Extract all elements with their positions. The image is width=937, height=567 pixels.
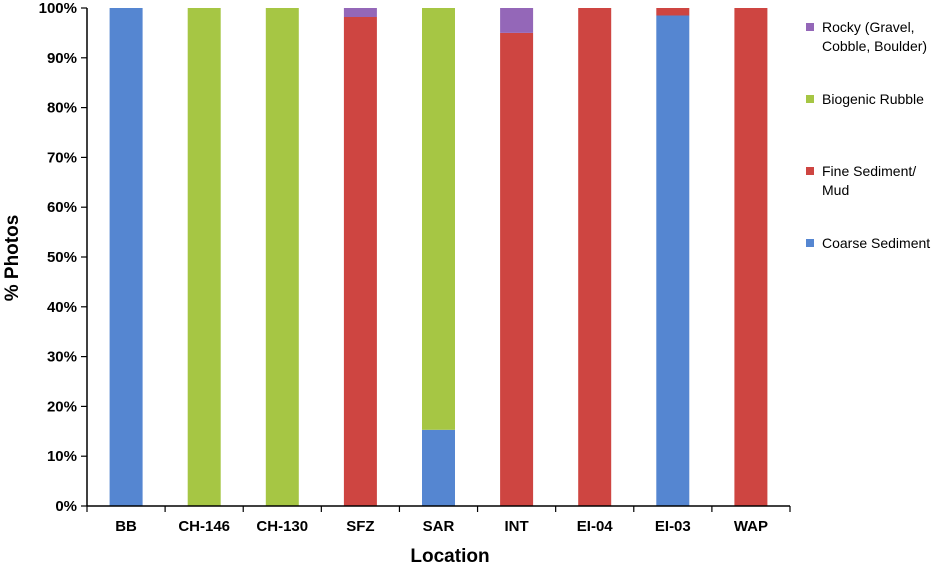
bar-segment-int-series-3 — [500, 8, 534, 33]
y-tick-label: 40% — [47, 299, 77, 316]
y-tick-label: 30% — [47, 349, 77, 366]
legend-swatch — [806, 95, 814, 103]
y-tick-label: 80% — [47, 100, 77, 117]
bar-segment-bb-series-0 — [109, 8, 143, 506]
bar-segment-sar-series-0 — [422, 429, 455, 506]
bars-group — [109, 8, 768, 507]
y-axis-title: % Photos — [2, 215, 23, 302]
bar-segment-ei-03-series-1 — [656, 8, 690, 16]
legend-label: Coarse Sediment — [822, 235, 931, 251]
x-tick-label: CH-130 — [256, 518, 308, 535]
legend-swatch — [806, 167, 814, 175]
x-tick-label: WAP — [734, 518, 768, 535]
x-tick-label: BB — [115, 518, 137, 535]
bar-segment-ei-04-series-1 — [578, 8, 612, 506]
bar-segment-sfz-series-1 — [343, 17, 377, 506]
x-tick-label: EI-04 — [577, 518, 614, 535]
legend-swatch — [806, 23, 814, 31]
legend-label: Biogenic Rubble — [822, 91, 924, 107]
y-tick-label: 70% — [47, 149, 77, 166]
bar-segment-wap-series-1 — [734, 8, 768, 506]
legend-item: Rocky (Gravel, Cobble, Boulder) — [806, 18, 934, 90]
axes-group: 0% 10% 20% 30% 40% 50% 60% 70% 80% 90% 100% BB CH-14… — [39, 0, 791, 535]
y-tick-label: 90% — [47, 50, 77, 67]
bar-segment-ei-03-series-0 — [656, 15, 690, 506]
bar-segment-ch-146-series-2 — [187, 8, 221, 506]
x-axis-title: Location — [410, 546, 489, 567]
x-tick-label: SFZ — [346, 518, 374, 535]
legend-item: Coarse Sediment — [806, 234, 934, 306]
x-tick-label: CH-146 — [178, 518, 230, 535]
y-tick-label: 10% — [47, 448, 77, 465]
legend-label: Rocky (Gravel, Cobble, Boulder) — [822, 19, 928, 54]
x-tick-label: EI-03 — [655, 518, 691, 535]
x-tick-label: INT — [505, 518, 529, 535]
legend-item: Fine Sediment/ Mud — [806, 162, 934, 234]
bar-segment-sfz-series-3 — [343, 8, 377, 17]
y-tick-label: 100% — [39, 0, 77, 17]
x-tick-label: SAR — [423, 518, 455, 535]
chart-legend: Rocky (Gravel, Cobble, Boulder) Biogenic … — [806, 18, 934, 306]
legend-item: Biogenic Rubble — [806, 90, 934, 162]
y-tick-label: 20% — [47, 398, 77, 415]
y-tick-label: 50% — [47, 249, 77, 266]
legend-swatch — [806, 239, 814, 247]
bar-segment-sar-series-2 — [422, 8, 455, 430]
bar-segment-int-series-1 — [500, 32, 534, 507]
y-tick-label: 60% — [47, 199, 77, 216]
y-tick-label: 0% — [55, 498, 77, 515]
bar-segment-ch-130-series-2 — [265, 8, 299, 506]
legend-label: Fine Sediment/ Mud — [822, 163, 917, 198]
